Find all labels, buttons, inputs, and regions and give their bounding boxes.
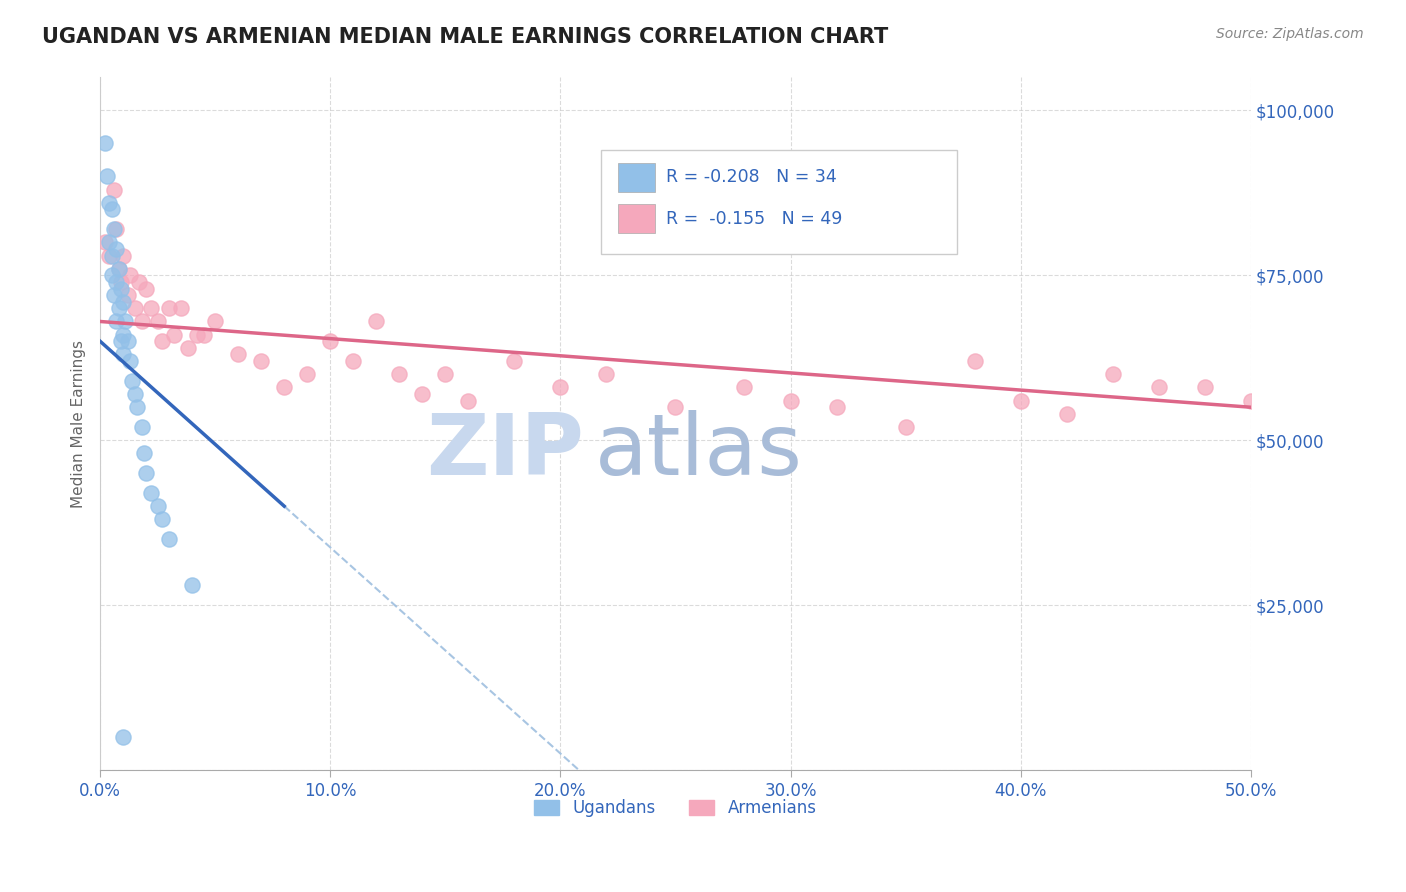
Point bbox=[146, 314, 169, 328]
FancyBboxPatch shape bbox=[617, 162, 655, 192]
Point bbox=[124, 301, 146, 316]
Point bbox=[131, 420, 153, 434]
Point bbox=[98, 248, 121, 262]
Point bbox=[100, 268, 122, 283]
Point bbox=[128, 275, 150, 289]
FancyBboxPatch shape bbox=[617, 204, 655, 234]
Point bbox=[1240, 393, 1263, 408]
Point bbox=[1194, 380, 1216, 394]
Point bbox=[250, 354, 273, 368]
Point bbox=[112, 248, 135, 262]
Point bbox=[103, 288, 125, 302]
Point bbox=[411, 387, 433, 401]
Point bbox=[1101, 368, 1123, 382]
Point bbox=[118, 268, 141, 283]
Point bbox=[226, 347, 249, 361]
Point bbox=[157, 301, 180, 316]
Point bbox=[100, 248, 122, 262]
Point bbox=[117, 334, 139, 349]
Point bbox=[434, 368, 457, 382]
Point bbox=[110, 275, 132, 289]
Point bbox=[103, 222, 125, 236]
Point bbox=[118, 354, 141, 368]
Point bbox=[319, 334, 342, 349]
Point bbox=[112, 730, 135, 744]
Point bbox=[779, 393, 801, 408]
Point bbox=[110, 334, 132, 349]
Point bbox=[204, 314, 226, 328]
FancyBboxPatch shape bbox=[600, 150, 957, 254]
Point bbox=[150, 334, 173, 349]
Point bbox=[181, 578, 204, 592]
Point bbox=[388, 368, 411, 382]
Point bbox=[107, 261, 129, 276]
Point bbox=[98, 195, 121, 210]
Point bbox=[107, 261, 129, 276]
Point bbox=[135, 281, 157, 295]
Point bbox=[150, 512, 173, 526]
Point bbox=[105, 275, 128, 289]
Point bbox=[114, 314, 136, 328]
Point bbox=[112, 327, 135, 342]
Text: ZIP: ZIP bbox=[426, 410, 583, 493]
Point bbox=[105, 222, 128, 236]
Point bbox=[105, 314, 128, 328]
Point bbox=[98, 235, 121, 250]
Point bbox=[117, 288, 139, 302]
Point bbox=[157, 532, 180, 546]
Point bbox=[93, 235, 115, 250]
Point bbox=[135, 466, 157, 480]
Point bbox=[139, 301, 162, 316]
Point bbox=[93, 136, 115, 151]
Text: Source: ZipAtlas.com: Source: ZipAtlas.com bbox=[1216, 27, 1364, 41]
Point bbox=[163, 327, 186, 342]
Point bbox=[457, 393, 479, 408]
Legend: Ugandans, Armenians: Ugandans, Armenians bbox=[527, 793, 824, 824]
Point bbox=[139, 486, 162, 500]
Point bbox=[121, 374, 143, 388]
Point bbox=[132, 446, 155, 460]
Point bbox=[96, 169, 118, 184]
Point bbox=[503, 354, 526, 368]
Text: UGANDAN VS ARMENIAN MEDIAN MALE EARNINGS CORRELATION CHART: UGANDAN VS ARMENIAN MEDIAN MALE EARNINGS… bbox=[42, 27, 889, 46]
Point bbox=[550, 380, 572, 394]
Point bbox=[1147, 380, 1170, 394]
Point bbox=[963, 354, 986, 368]
Point bbox=[1056, 407, 1078, 421]
Point bbox=[125, 401, 148, 415]
Point bbox=[105, 242, 128, 256]
Point bbox=[193, 327, 215, 342]
Point bbox=[366, 314, 388, 328]
Point bbox=[176, 341, 198, 355]
Point bbox=[894, 420, 917, 434]
Y-axis label: Median Male Earnings: Median Male Earnings bbox=[72, 340, 86, 508]
Point bbox=[595, 368, 617, 382]
Point bbox=[112, 347, 135, 361]
Point bbox=[297, 368, 319, 382]
Point bbox=[146, 499, 169, 513]
Point bbox=[170, 301, 193, 316]
Point bbox=[825, 401, 848, 415]
Point bbox=[342, 354, 364, 368]
Point bbox=[107, 301, 129, 316]
Point bbox=[103, 183, 125, 197]
Text: R = -0.208   N = 34: R = -0.208 N = 34 bbox=[666, 169, 837, 186]
Point bbox=[100, 202, 122, 217]
Text: R =  -0.155   N = 49: R = -0.155 N = 49 bbox=[666, 210, 842, 227]
Point bbox=[131, 314, 153, 328]
Text: atlas: atlas bbox=[595, 410, 803, 493]
Point bbox=[664, 401, 686, 415]
Point bbox=[273, 380, 295, 394]
Point bbox=[1010, 393, 1032, 408]
Point bbox=[112, 294, 135, 309]
Point bbox=[186, 327, 208, 342]
Point bbox=[734, 380, 756, 394]
Point bbox=[110, 281, 132, 295]
Point bbox=[124, 387, 146, 401]
